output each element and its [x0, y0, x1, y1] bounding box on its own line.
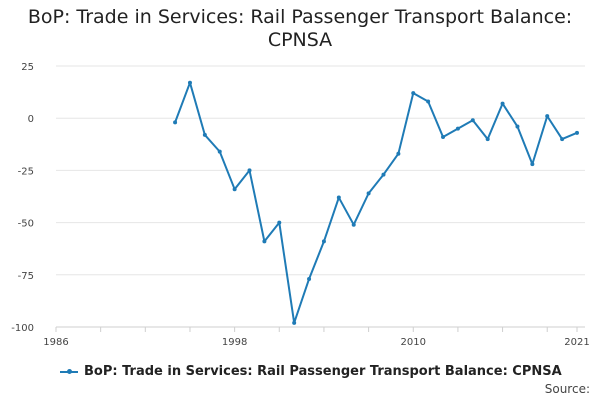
y-tick-label: -50 — [18, 219, 34, 230]
data-point[interactable] — [292, 320, 297, 325]
x-tick-label: 2021 — [564, 337, 589, 348]
y-tick-label: -25 — [18, 166, 34, 177]
data-point[interactable] — [485, 137, 490, 142]
data-point[interactable] — [455, 126, 460, 131]
data-point[interactable] — [277, 220, 282, 225]
data-point[interactable] — [262, 239, 267, 244]
x-tick-label: 2010 — [401, 337, 426, 348]
y-tick-label: -75 — [18, 271, 34, 282]
grid-lines — [56, 65, 585, 328]
y-tick-label: 25 — [21, 62, 34, 73]
chart-title-line-1: BoP: Trade in Services: Rail Passenger T… — [27, 6, 573, 28]
data-point[interactable] — [173, 120, 178, 125]
data-point[interactable] — [336, 195, 341, 200]
data-point[interactable] — [500, 101, 505, 106]
data-point[interactable] — [545, 114, 550, 119]
data-point[interactable] — [396, 151, 401, 156]
data-point[interactable] — [366, 191, 371, 196]
series-layer — [173, 80, 579, 325]
data-point[interactable] — [351, 222, 356, 227]
y-tick-label: 0 — [28, 114, 34, 125]
data-point[interactable] — [470, 118, 475, 123]
y-tick-label: -100 — [11, 323, 34, 334]
data-point[interactable] — [217, 149, 222, 154]
data-point[interactable] — [515, 124, 520, 129]
legend[interactable]: BoP: Trade in Services: Rail Passenger T… — [60, 364, 562, 379]
data-point[interactable] — [426, 99, 431, 104]
data-point[interactable] — [381, 172, 386, 177]
data-point[interactable] — [247, 168, 252, 173]
legend-swatch-icon — [60, 366, 78, 378]
data-point[interactable] — [321, 239, 326, 244]
data-point[interactable] — [560, 137, 565, 142]
legend-label: BoP: Trade in Services: Rail Passenger T… — [84, 364, 562, 379]
data-point[interactable] — [411, 91, 416, 96]
axes: 25 0 -25 -50 -75 -100 1986 1998 2010 2021 — [11, 62, 589, 348]
data-point[interactable] — [441, 134, 446, 139]
data-point[interactable] — [202, 132, 207, 137]
chart-title-line-2: CPNSA — [267, 29, 333, 51]
chart-title: BoP: Trade in Services: Rail Passenger T… — [0, 6, 600, 52]
x-tick-label: 1998 — [222, 337, 247, 348]
data-point[interactable] — [307, 276, 312, 281]
source-label: Source: — [544, 382, 590, 396]
data-point[interactable] — [530, 162, 535, 167]
series-line — [174, 81, 578, 324]
x-tick-label: 1986 — [43, 337, 68, 348]
data-point[interactable] — [187, 80, 192, 85]
data-point[interactable] — [575, 130, 579, 135]
data-point[interactable] — [232, 187, 237, 192]
